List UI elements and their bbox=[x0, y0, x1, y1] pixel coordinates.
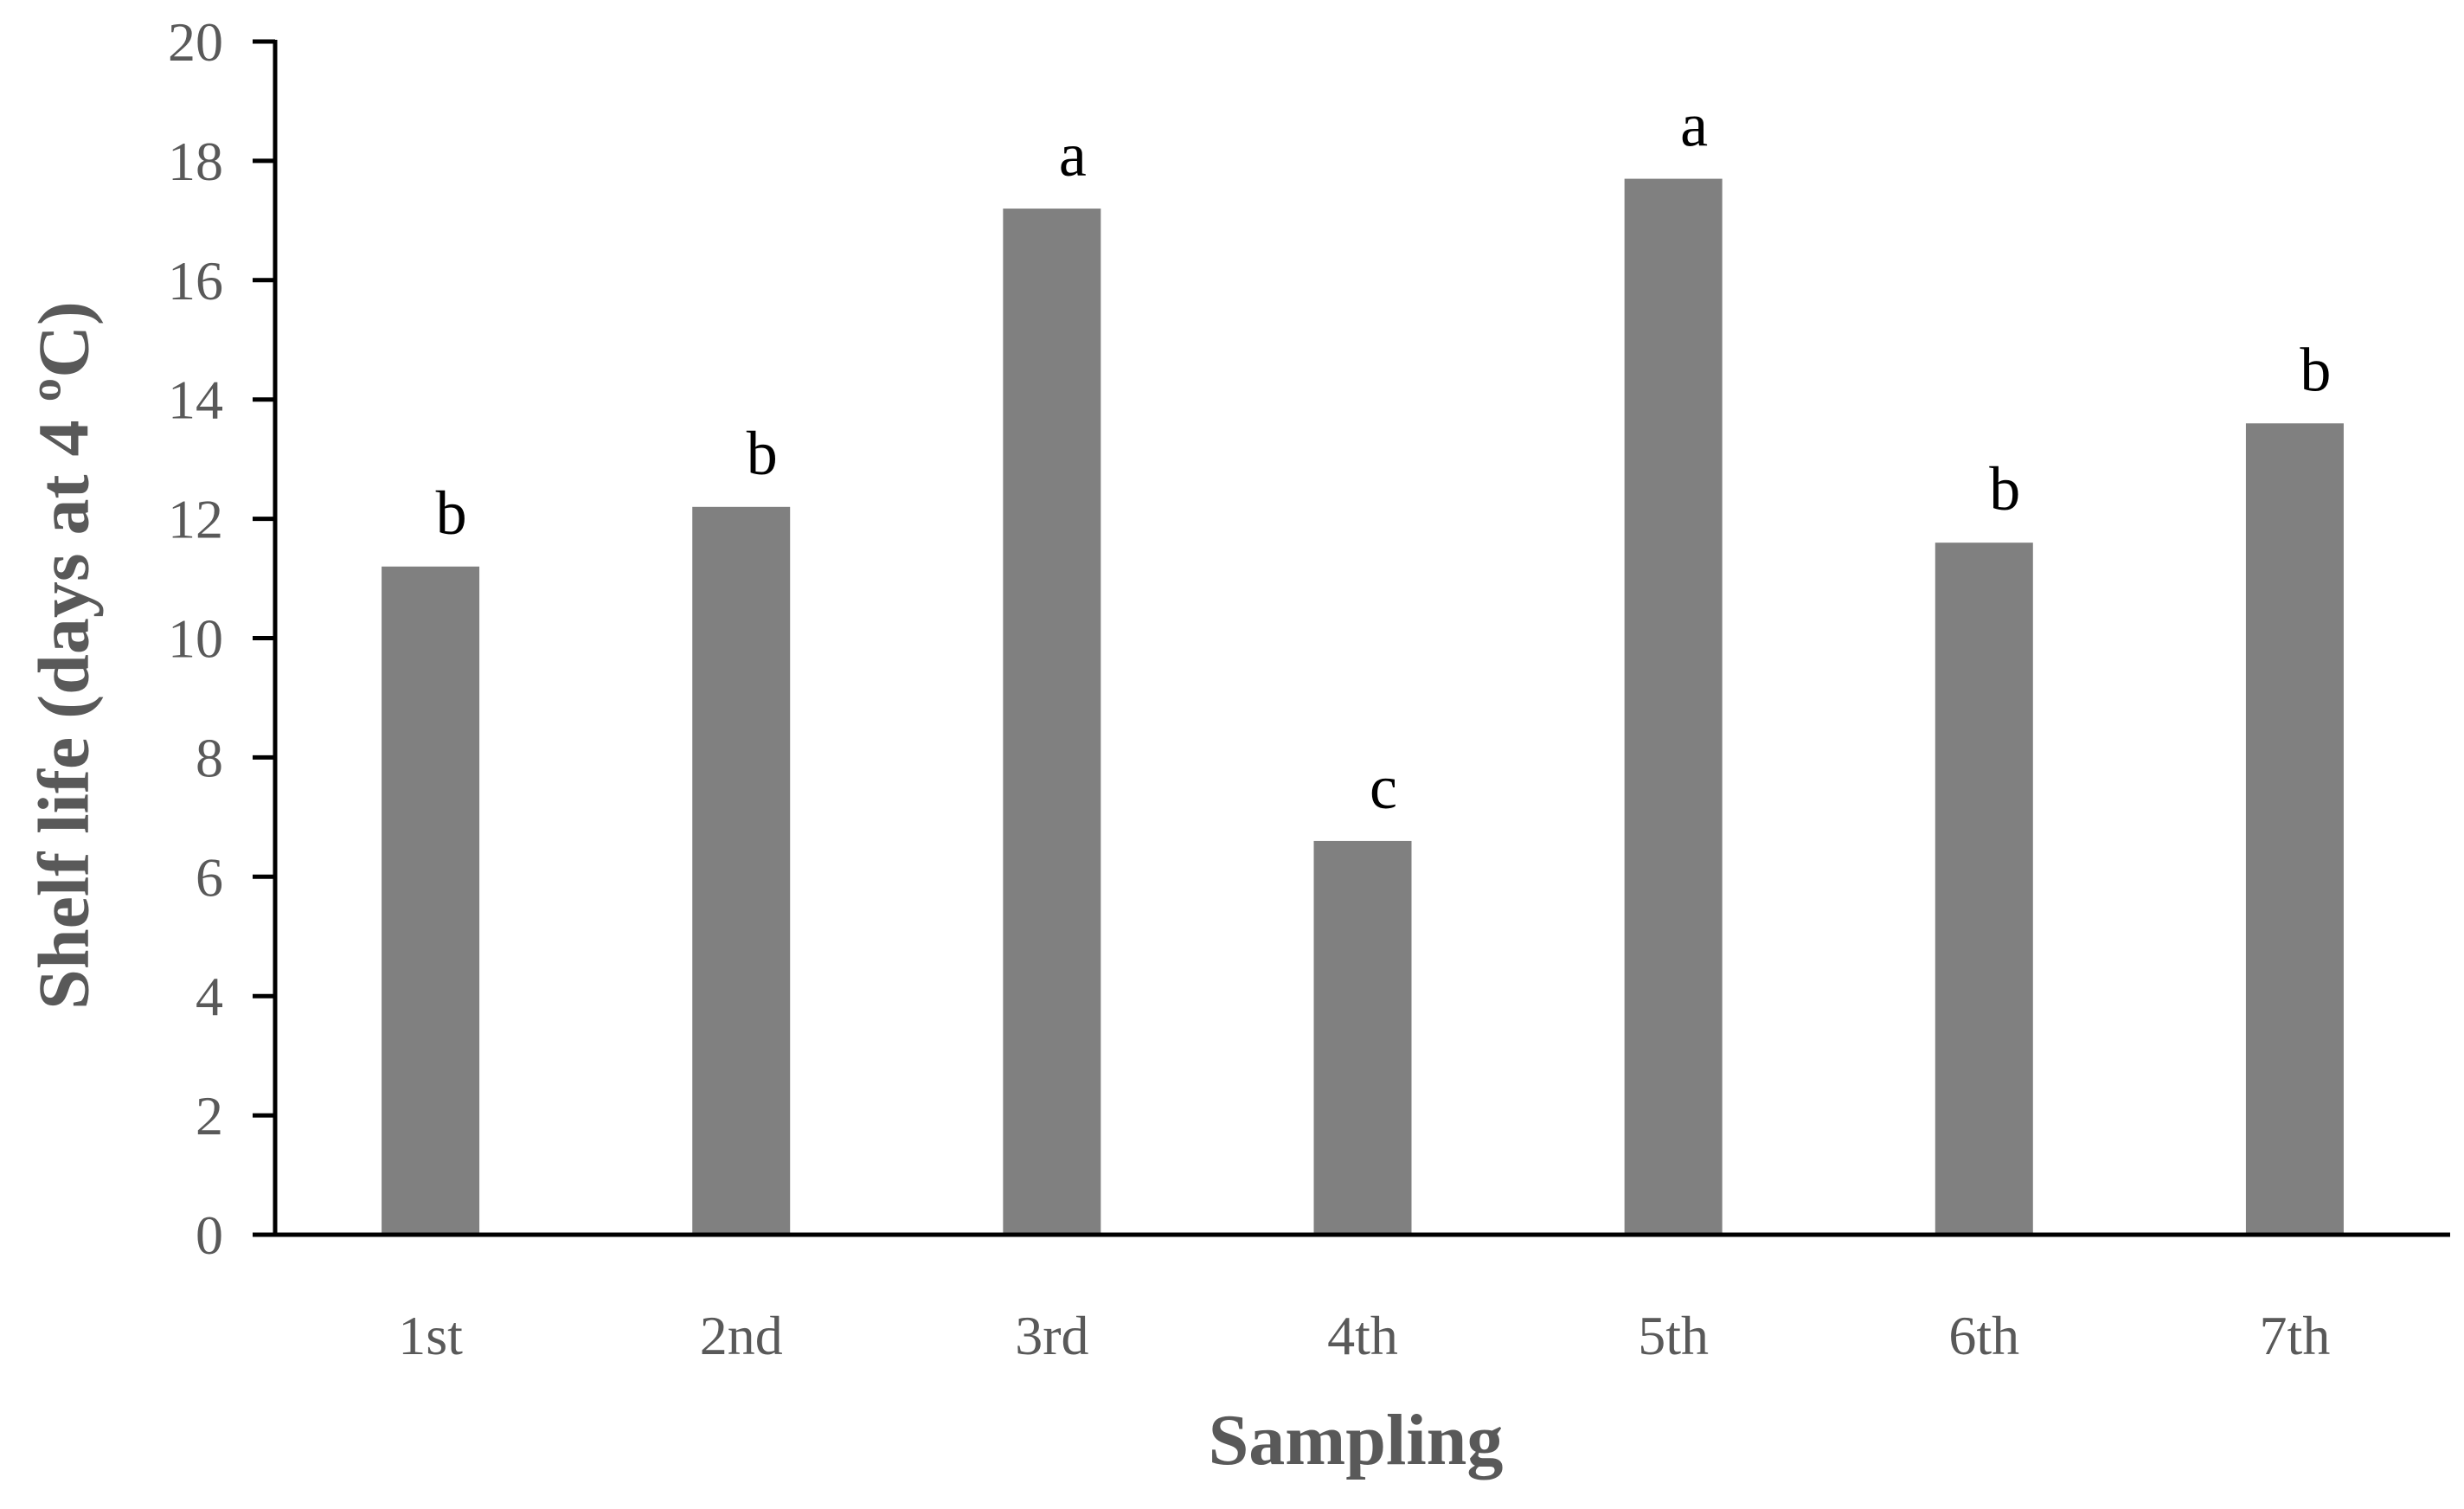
significance-letter: a bbox=[1059, 120, 1087, 189]
bar-7th bbox=[2245, 423, 2344, 1235]
significance-letter: b bbox=[1989, 454, 2020, 523]
y-tick-label: 18 bbox=[168, 131, 223, 192]
significance-letter: c bbox=[1370, 753, 1397, 822]
bar-4th bbox=[1313, 840, 1412, 1235]
bar-1st bbox=[382, 566, 480, 1235]
significance-letter: b bbox=[747, 419, 778, 488]
x-tick-label: 2nd bbox=[700, 1305, 783, 1366]
y-tick-label: 6 bbox=[196, 846, 223, 908]
bar-5th bbox=[1624, 178, 1723, 1236]
y-tick-label: 4 bbox=[196, 966, 223, 1027]
significance-labels: b b a c a b b bbox=[436, 91, 2332, 822]
y-tick-label: 8 bbox=[196, 727, 223, 788]
significance-letter: b bbox=[436, 478, 467, 548]
x-axis-title: Sampling bbox=[1209, 1400, 1504, 1480]
bar-3rd bbox=[1003, 209, 1101, 1235]
bar-6th bbox=[1935, 543, 2033, 1235]
x-tick-label: 1st bbox=[398, 1305, 463, 1366]
y-tick-label: 20 bbox=[168, 11, 223, 73]
y-tick-label: 14 bbox=[168, 369, 223, 431]
y-axis-ticks: 0 2 4 6 8 10 12 14 16 18 20 bbox=[168, 11, 275, 1266]
bars bbox=[382, 178, 2344, 1236]
x-tick-label: 5th bbox=[1638, 1305, 1709, 1366]
y-tick-label: 16 bbox=[168, 250, 223, 311]
x-tick-label: 4th bbox=[1327, 1305, 1398, 1366]
y-tick-label: 10 bbox=[168, 608, 223, 670]
significance-letter: b bbox=[2300, 335, 2331, 404]
y-axis-title: Shelf life (days at 4 ºC) bbox=[23, 301, 104, 1010]
bar-2nd bbox=[692, 506, 791, 1235]
x-axis-tick-labels: 1st 2nd 3rd 4th 5th 6th 7th bbox=[398, 1305, 2330, 1366]
y-tick-label: 2 bbox=[196, 1085, 223, 1146]
x-tick-label: 3rd bbox=[1015, 1305, 1088, 1366]
y-tick-label: 12 bbox=[168, 489, 223, 550]
x-tick-label: 7th bbox=[2260, 1305, 2331, 1366]
y-tick-label: 0 bbox=[196, 1204, 223, 1266]
significance-letter: a bbox=[1680, 91, 1708, 160]
x-tick-label: 6th bbox=[1948, 1305, 2019, 1366]
